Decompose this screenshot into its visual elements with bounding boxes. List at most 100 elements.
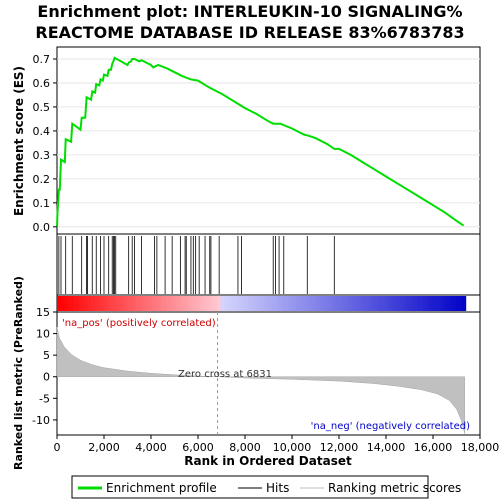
color-bar-segment xyxy=(196,296,201,311)
rank-color-bar xyxy=(57,296,467,311)
color-bar-segment xyxy=(302,296,307,311)
x-axis-label: Rank in Ordered Dataset xyxy=(184,454,352,468)
color-bar-segment xyxy=(217,296,221,311)
color-bar-segment xyxy=(145,296,150,311)
es-y-tick-label: 0.4 xyxy=(33,125,51,138)
color-bar-segment xyxy=(281,296,286,311)
color-bar-segment xyxy=(97,296,102,311)
color-bar-segment xyxy=(315,296,320,311)
color-bar-segment xyxy=(264,296,269,311)
color-bar-segment xyxy=(312,296,317,311)
color-bar-segment xyxy=(77,296,82,311)
color-bar-segment xyxy=(261,296,266,311)
metric-y-tick-label: 0 xyxy=(43,371,50,384)
color-bar-segment xyxy=(326,296,330,311)
color-bar-segment xyxy=(448,296,453,311)
metric-y-axis: -10 -5 0 5 10 15 xyxy=(32,306,57,427)
hits-panel-frame xyxy=(56,233,481,296)
color-bar-segment xyxy=(384,296,388,311)
pos-label: 'na_pos' (positively correlated) xyxy=(62,318,216,329)
color-bar-segment xyxy=(353,296,358,311)
color-bar-segment xyxy=(121,296,126,311)
color-bar-segment xyxy=(455,296,460,311)
x-tick-label: 2,000 xyxy=(88,441,120,454)
color-bar-segment xyxy=(183,296,187,311)
color-bar-segment xyxy=(227,296,232,311)
chart-title-line1: Enrichment plot: INTERLEUKIN-10 SIGNALIN… xyxy=(37,2,462,21)
color-bar-segment xyxy=(346,296,351,311)
x-tick-label: 4,000 xyxy=(135,441,167,454)
color-bar-segment xyxy=(162,296,167,311)
color-bar-segment xyxy=(425,296,429,311)
color-bar-segment xyxy=(149,296,153,311)
color-bar-segment xyxy=(329,296,334,311)
es-y-tick-label: 0.2 xyxy=(33,173,51,186)
color-bar-segment xyxy=(111,296,116,311)
color-bar-segment xyxy=(428,296,433,311)
color-bar-segment xyxy=(138,296,143,311)
color-bar-segment xyxy=(295,296,300,311)
chart-title-line2: REACTOME DATABASE ID RELEASE 83%6783783 xyxy=(35,23,464,42)
color-bar-segment xyxy=(442,296,446,311)
color-bar-segment xyxy=(258,296,262,311)
color-bar-segment xyxy=(407,296,412,311)
color-bar-segment xyxy=(186,296,191,311)
color-bar-segment xyxy=(155,296,160,311)
color-bar-segment xyxy=(213,296,218,311)
x-axis: 0 2,000 4,000 6,000 8,000 10,000 12,000 14,000 1… xyxy=(54,435,499,454)
color-bar-segment xyxy=(370,296,375,311)
color-bar-segment xyxy=(268,296,272,311)
color-bar-segment xyxy=(142,296,146,311)
es-y-tick-label: 0.7 xyxy=(33,53,51,66)
color-bar-segment xyxy=(131,296,136,311)
color-bar-segment xyxy=(452,296,456,311)
color-bar-segment xyxy=(220,296,225,311)
color-bar-segment xyxy=(251,296,255,311)
color-bar-segment xyxy=(94,296,99,311)
color-bar-segment xyxy=(421,296,426,311)
es-y-axis-label: Enrichment score (ES) xyxy=(12,66,26,216)
color-bar-segment xyxy=(431,296,436,311)
color-bar-segment xyxy=(108,296,112,311)
color-bar-segment xyxy=(91,296,95,311)
color-bar-segment xyxy=(135,296,140,311)
metric-y-tick-label: 15 xyxy=(36,306,50,319)
color-bar-segment xyxy=(128,296,133,311)
color-bar-segment xyxy=(189,296,194,311)
color-bar-segment xyxy=(462,296,467,311)
color-bar-segment xyxy=(67,296,71,311)
color-bar-segment xyxy=(459,296,463,311)
color-bar-segment xyxy=(367,296,371,311)
color-bar-segment xyxy=(435,296,439,311)
color-bar-segment xyxy=(305,296,310,311)
color-bar-segment xyxy=(172,296,177,311)
color-bar-segment xyxy=(63,296,68,311)
metric-y-tick-label: 10 xyxy=(36,328,50,341)
x-tick-label: 10,000 xyxy=(273,441,312,454)
color-bar-segment xyxy=(288,296,293,311)
legend-ranking-label: Ranking metric scores xyxy=(328,481,461,495)
color-bar-segment xyxy=(210,296,215,311)
metric-y-tick-label: 5 xyxy=(43,349,50,362)
color-bar-segment xyxy=(380,296,385,311)
color-bar-segment xyxy=(363,296,368,311)
color-bar-segment xyxy=(333,296,337,311)
color-bar-segment xyxy=(57,296,61,311)
color-bar-segment xyxy=(418,296,422,311)
ranking-metric-area xyxy=(56,327,465,434)
color-bar-segment xyxy=(373,296,378,311)
x-tick-label: 0 xyxy=(54,441,61,454)
color-bar-segment xyxy=(275,296,279,311)
x-tick-label: 16,000 xyxy=(414,441,453,454)
color-bar-segment xyxy=(179,296,184,311)
es-y-tick-label: 0.1 xyxy=(33,197,51,210)
color-bar-segment xyxy=(247,296,252,311)
color-bar-segment xyxy=(298,296,303,311)
color-bar-segment xyxy=(84,296,88,311)
color-bar-segment xyxy=(193,296,198,311)
metric-y-axis-label: Ranked list metric (PreRanked) xyxy=(12,276,25,470)
color-bar-segment xyxy=(159,296,163,311)
color-bar-segment xyxy=(336,296,341,311)
